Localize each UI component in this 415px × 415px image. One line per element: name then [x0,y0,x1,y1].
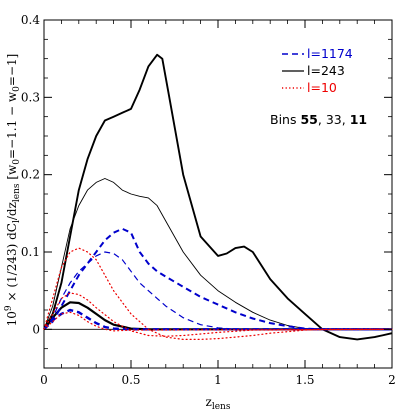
series-line-l10-bin55 [43,247,393,340]
bins-prefix: Bins [270,112,300,127]
y-label-eq2: =−1] [5,54,19,86]
series-line-l243-bin33 [43,178,392,330]
x-axis-label: zlens [206,395,231,412]
y-tick-label: 0 [32,322,40,336]
bin-11: 11 [350,112,367,127]
axis-ticks: 0 0.5 1 1.5 2 0 0.1 0.2 0.3 0.4 [21,13,396,387]
y-label-w0a: 0 [12,159,22,165]
legend: l=1174 l=243 l=10 [282,46,353,95]
bin-33: 33 [326,112,342,127]
y-tick-label: 0.3 [21,90,40,104]
x-tick-label: 1.5 [295,373,314,387]
series-line-l243-bin55 [43,53,393,341]
y-label-eq1: =−1.1 − w [5,91,19,159]
legend-label-l243: l=243 [307,63,345,78]
x-axis-label-sub: lens [212,402,231,412]
series-line-l243-bin11 [43,301,392,331]
x-axis-label-main: z [206,395,212,409]
y-label-w0b: 0 [12,86,22,92]
legend-label-l10: l=10 [307,80,337,95]
y-axis-label: 109 × (1/243) dCl/dzlens [w0=−1.1 − w0=−… [4,54,22,327]
y-label-lead-sup: 9 [4,305,14,311]
y-label-sub-l: l [12,220,22,223]
y-tick-label: 0.2 [21,168,40,182]
legend-label-l1174: l=1174 [307,46,353,61]
y-label-lead: 10 [5,311,19,326]
bins-sep-2: , [342,112,350,127]
x-tick-label: 0 [40,373,48,387]
x-tick-label: 0.5 [121,373,140,387]
y-tick-label: 0.4 [21,13,40,27]
y-tick-label: 0.1 [21,245,40,259]
y-label-tail: [w [5,164,19,183]
bins-sep-1: , [318,112,326,127]
bins-annotation: Bins 55, 33, 11 [270,112,367,127]
y-label-dz: /dz [5,202,19,220]
x-tick-label: 1 [214,373,222,387]
bin-55: 55 [300,112,317,127]
series-line-l10-bin11 [43,311,393,332]
series-line-l1174-bin55 [43,227,392,331]
series-line-l10-bin33 [43,292,393,337]
series-line-l1174-bin33 [43,251,392,330]
x-tick-label: 2 [388,373,396,387]
y-label-sub-lens: lens [12,183,22,202]
series-group [43,53,393,341]
y-label-mid: × (1/243) dC [5,223,19,305]
